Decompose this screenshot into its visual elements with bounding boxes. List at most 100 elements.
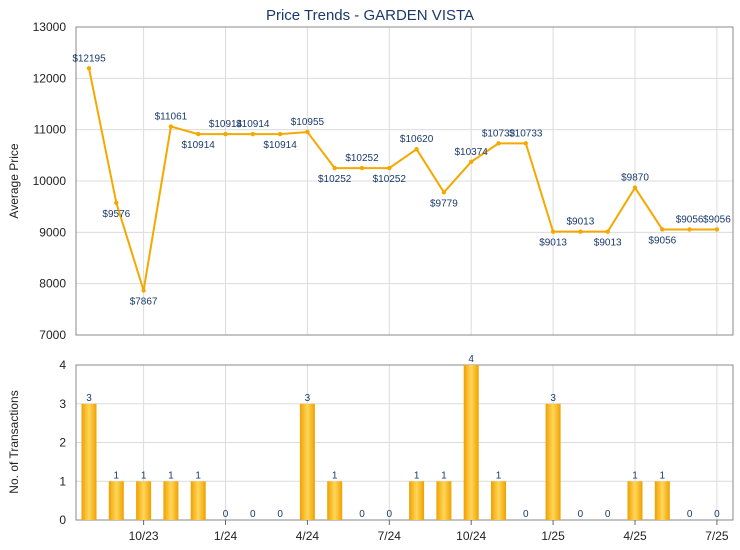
price-point <box>605 229 610 234</box>
transactions-y-tick-label: 4 <box>59 358 66 372</box>
price-point <box>332 165 337 171</box>
x-axis-ticks: 10/23 1/24 4/24 7/24 10/24 1/25 4/25 7/25 <box>129 520 729 543</box>
transaction-bar <box>190 481 206 520</box>
transaction-bar-label: 3 <box>550 393 556 404</box>
transaction-bar-label: 1 <box>660 470 666 481</box>
price-data-label: $10252 <box>318 174 352 185</box>
transaction-bar-label: 0 <box>223 509 229 520</box>
price-point <box>414 146 419 152</box>
transaction-bar <box>136 481 152 520</box>
x-tick-label: 10/23 <box>129 529 159 543</box>
transaction-bar <box>108 481 124 520</box>
price-y-ticks: 7000 8000 9000 10000 11000 12000 13000 <box>33 20 67 342</box>
x-tick-label: 4/25 <box>623 529 647 543</box>
transaction-bar-label: 0 <box>250 509 256 520</box>
transaction-bar-label: 3 <box>86 393 92 404</box>
transactions-y-tick-label: 0 <box>59 513 66 527</box>
transaction-bar-label: 1 <box>332 470 338 481</box>
transaction-bar <box>627 481 643 520</box>
transaction-bar <box>654 481 670 520</box>
price-y-tick-label: 11000 <box>34 123 67 137</box>
transaction-bar-label: 0 <box>714 509 720 520</box>
transaction-bar <box>81 403 97 520</box>
transaction-bar-label: 1 <box>168 470 174 481</box>
price-y-tick-label: 12000 <box>33 71 67 85</box>
price-data-label: $9870 <box>621 173 649 184</box>
price-data-label: $10374 <box>455 147 489 158</box>
price-point <box>86 66 92 71</box>
transactions-y-ticks: 0 1 2 3 4 <box>59 358 66 527</box>
price-y-tick-label: 13000 <box>33 20 67 34</box>
transaction-bar-label: 1 <box>195 470 201 481</box>
transaction-bar-label: 1 <box>496 470 502 481</box>
price-point <box>660 227 665 232</box>
price-point <box>469 159 474 165</box>
price-y-tick-label: 7000 <box>39 328 66 342</box>
chart-title: Price Trends - GARDEN VISTA <box>266 7 474 24</box>
price-y-axis-label: Average Price <box>7 143 21 218</box>
transaction-bar-label: 0 <box>523 509 529 520</box>
price-data-label: $10914 <box>209 119 243 130</box>
transactions-y-tick-label: 1 <box>59 474 66 488</box>
price-point <box>196 131 201 137</box>
price-data-label: $9056 <box>703 214 731 225</box>
price-point <box>550 229 556 234</box>
transaction-bar <box>463 365 479 520</box>
price-point <box>141 288 146 293</box>
price-point <box>523 141 528 146</box>
price-point <box>277 131 283 137</box>
transaction-bar <box>545 403 561 520</box>
transaction-bar-label: 0 <box>359 509 365 520</box>
x-tick-label: 4/24 <box>296 529 320 543</box>
transaction-bar-label: 1 <box>141 470 147 481</box>
price-point <box>441 190 447 195</box>
price-point <box>114 200 119 205</box>
price-point <box>632 185 638 190</box>
transactions-y-axis-label: No. of Transactions <box>7 390 21 493</box>
x-tick-label: 10/24 <box>456 529 486 543</box>
price-point <box>359 165 365 171</box>
transaction-bars: 3 1 1 1 1 0 0 0 3 1 0 0 1 1 4 1 0 3 0 0 1 1 0 0 <box>81 354 720 520</box>
price-data-label: $9013 <box>594 238 622 249</box>
transaction-bar-label: 0 <box>277 509 283 520</box>
price-data-label: $9056 <box>676 214 704 225</box>
transaction-bar <box>409 481 425 520</box>
transactions-y-tick-label: 2 <box>59 436 66 450</box>
price-data-label: $10733 <box>482 128 516 139</box>
price-data-label: $11061 <box>155 112 188 123</box>
transaction-bar-label: 1 <box>114 470 120 481</box>
price-plot-frame <box>75 26 734 336</box>
price-data-label: $9013 <box>539 238 567 249</box>
price-y-tick-label: 9000 <box>39 225 66 239</box>
price-data-label: $12195 <box>72 53 106 64</box>
price-point <box>578 229 583 234</box>
price-point <box>714 227 720 232</box>
price-point <box>223 131 228 137</box>
price-y-tick-label: 8000 <box>39 277 66 291</box>
price-data-label: $10955 <box>291 117 325 128</box>
price-point <box>387 165 392 171</box>
price-data-label: $10914 <box>263 140 297 151</box>
price-point <box>168 124 174 129</box>
transactions-y-tick-label: 3 <box>59 397 66 411</box>
price-line <box>88 68 717 291</box>
transaction-bar-label: 0 <box>578 509 584 520</box>
transaction-bar-label: 4 <box>468 354 474 365</box>
transaction-bar-label: 0 <box>687 509 693 520</box>
price-data-label: $9576 <box>102 209 130 220</box>
price-point <box>250 131 255 137</box>
x-tick-label: 1/24 <box>214 529 238 543</box>
transaction-bar <box>163 481 179 520</box>
price-point <box>687 227 692 232</box>
transactions-plot-frame <box>75 364 734 521</box>
price-data-label: $10914 <box>182 140 216 151</box>
price-data-label: $10252 <box>345 153 379 164</box>
price-line-series: $12195$9576$7867$11061$10914$10914$10914… <box>72 53 731 307</box>
price-point <box>496 141 501 146</box>
transaction-bar <box>299 403 315 520</box>
transaction-bar-label: 1 <box>441 470 447 481</box>
transaction-bar <box>327 481 343 520</box>
transaction-bar <box>436 481 452 520</box>
price-data-label: $9013 <box>566 217 594 228</box>
